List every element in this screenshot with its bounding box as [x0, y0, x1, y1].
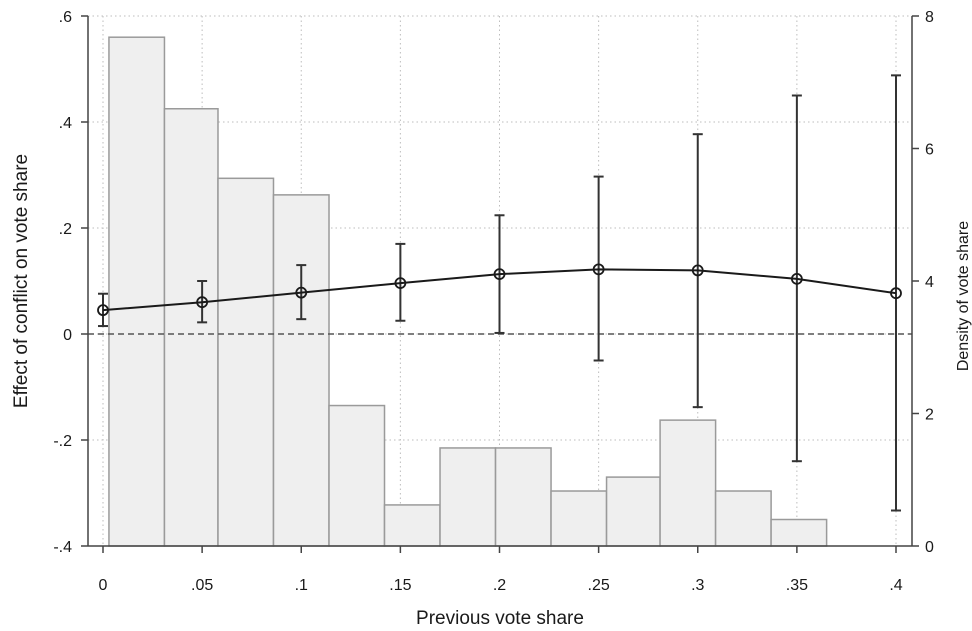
histogram-bar: [494, 447, 552, 547]
effect-point: [890, 287, 902, 300]
right-y-tick-label: 0: [925, 539, 934, 556]
x-tick-label: .2: [493, 577, 506, 594]
histogram-bar: [272, 194, 330, 547]
histogram-bar: [328, 404, 386, 547]
right-y-tick-label: 8: [925, 9, 934, 26]
effect-point: [394, 277, 407, 290]
histogram-bar: [217, 177, 275, 547]
x-tick-label: .05: [191, 577, 213, 594]
x-tick-label: .25: [588, 577, 610, 594]
histogram-bar: [163, 108, 219, 547]
histogram-bar: [659, 419, 717, 547]
x-axis-title: Previous vote share: [416, 608, 584, 629]
x-tick-label: .35: [786, 577, 808, 594]
histogram-bar: [383, 504, 441, 547]
x-tick-label: 0: [99, 577, 108, 594]
histogram-bar: [550, 490, 608, 547]
x-tick-label: .3: [691, 577, 704, 594]
y-tick-label: 0: [63, 327, 72, 344]
effect-line: [102, 268, 897, 312]
right-y-axis-ticks: 0 2 4 6 8: [912, 9, 934, 556]
effect-point: [196, 296, 209, 309]
y-tick-label: -.4: [53, 539, 72, 556]
histogram: [108, 36, 828, 547]
right-y-tick-label: 4: [925, 274, 934, 291]
effect-point: [493, 268, 506, 281]
x-tick-label: .1: [295, 577, 308, 594]
y-tick-label: .6: [59, 9, 72, 26]
histogram-bar: [108, 36, 166, 547]
right-y-axis-title: Density of vote share: [955, 221, 972, 371]
x-axis-ticks: 0 .05 .1 .15 .2 .25 .3 .35 .4: [99, 546, 903, 594]
effect-point: [97, 304, 109, 317]
effect-line-series: [102, 268, 897, 312]
effect-points: [97, 263, 902, 317]
y-axis-ticks: -.4 -.2 0 .2 .4 .6: [53, 9, 88, 556]
x-tick-label: .4: [889, 577, 902, 594]
y-axis-title: Effect of conflict on vote share: [11, 154, 32, 408]
y-tick-label: .4: [59, 115, 72, 132]
right-y-tick-label: 2: [925, 407, 934, 424]
histogram-bar: [605, 476, 661, 547]
effect-point: [790, 272, 803, 285]
histogram-bar: [439, 447, 497, 547]
effect-point: [691, 264, 704, 277]
effect-point: [592, 263, 605, 276]
y-tick-label: .2: [59, 221, 72, 238]
histogram-bar: [770, 518, 828, 547]
effect-point: [295, 286, 308, 299]
right-y-tick-label: 6: [925, 142, 934, 159]
x-tick-label: .15: [389, 577, 411, 594]
histogram-bar: [714, 490, 772, 547]
y-tick-label: -.2: [53, 433, 72, 450]
